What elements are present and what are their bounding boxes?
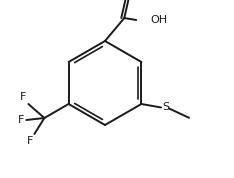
Text: OH: OH: [150, 15, 167, 25]
Text: F: F: [27, 136, 33, 146]
Text: F: F: [18, 115, 24, 125]
Text: F: F: [20, 92, 26, 102]
Text: S: S: [162, 103, 169, 112]
